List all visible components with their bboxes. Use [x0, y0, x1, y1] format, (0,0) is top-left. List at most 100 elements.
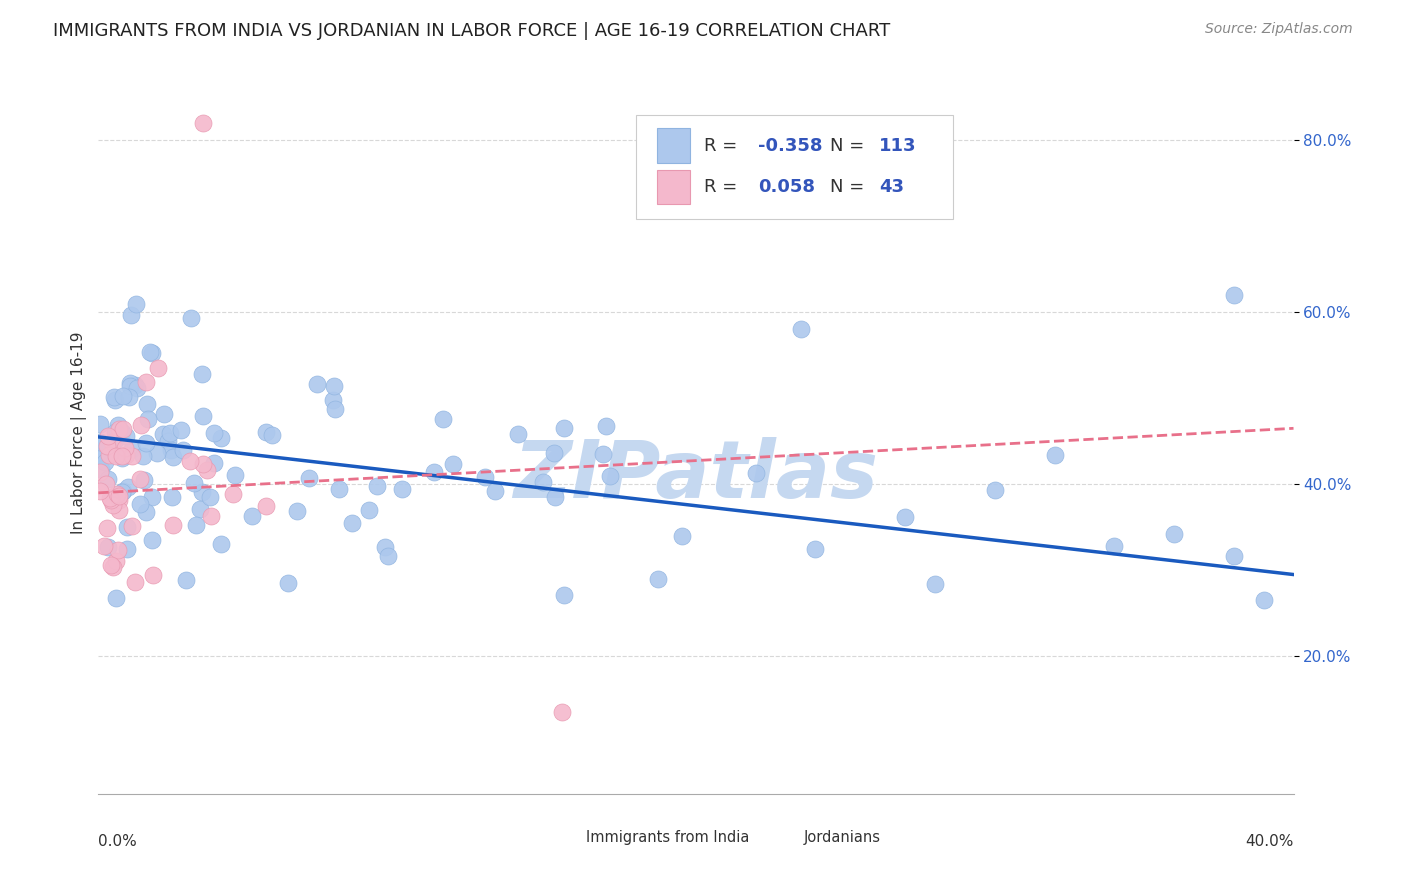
FancyBboxPatch shape — [637, 115, 953, 219]
Point — [1043, 448, 1066, 462]
Point — [595, 418, 617, 433]
Point — [222, 487, 245, 501]
Point — [124, 575, 146, 590]
FancyBboxPatch shape — [657, 169, 690, 204]
Point — [111, 389, 134, 403]
Point — [186, 518, 208, 533]
Point — [135, 397, 157, 411]
Point — [204, 456, 226, 470]
Point — [111, 450, 134, 464]
Point — [124, 377, 146, 392]
Point — [135, 436, 157, 450]
Point — [305, 376, 328, 391]
Point — [96, 521, 118, 535]
Point — [647, 573, 669, 587]
Point — [1104, 539, 1126, 553]
Point — [117, 480, 139, 494]
Point — [423, 466, 446, 480]
Point — [254, 500, 277, 514]
FancyBboxPatch shape — [770, 824, 796, 850]
Point — [101, 560, 124, 574]
Point — [141, 533, 163, 548]
Point — [111, 425, 134, 439]
Point — [97, 429, 120, 443]
Point — [96, 476, 118, 491]
Point — [100, 491, 122, 505]
Point — [599, 469, 621, 483]
Point — [553, 420, 575, 434]
Point — [894, 510, 917, 524]
Point — [432, 411, 454, 425]
Point — [298, 471, 321, 485]
Point — [193, 409, 215, 423]
Text: Source: ZipAtlas.com: Source: ZipAtlas.com — [1205, 22, 1353, 37]
Point — [135, 376, 157, 390]
Point — [159, 443, 181, 458]
Point — [543, 446, 565, 460]
Point — [328, 482, 350, 496]
Point — [671, 529, 693, 543]
Point — [377, 549, 399, 564]
Text: 0.058: 0.058 — [758, 178, 815, 196]
Point — [1163, 527, 1185, 541]
Point — [1223, 549, 1246, 564]
Point — [142, 568, 165, 582]
Point — [789, 322, 811, 336]
Point — [104, 392, 127, 407]
Point — [114, 441, 136, 455]
Point — [103, 390, 125, 404]
Text: N =: N = — [830, 136, 870, 155]
Point — [162, 518, 184, 533]
Point — [91, 449, 114, 463]
Point — [152, 426, 174, 441]
Point — [592, 447, 614, 461]
Point — [1253, 593, 1275, 607]
Point — [188, 502, 211, 516]
Point — [128, 472, 150, 486]
Point — [117, 541, 139, 556]
Point — [136, 412, 159, 426]
Point — [176, 573, 198, 587]
Point — [101, 434, 124, 449]
Point — [91, 444, 114, 458]
Text: -0.358: -0.358 — [758, 136, 823, 155]
Point — [160, 490, 183, 504]
Point — [474, 469, 496, 483]
Point — [132, 449, 155, 463]
Point — [125, 382, 148, 396]
Point — [550, 705, 572, 719]
Point — [105, 487, 128, 501]
Text: 113: 113 — [879, 136, 917, 155]
Point — [531, 475, 554, 490]
Point — [93, 455, 115, 469]
Point — [118, 379, 141, 393]
Point — [157, 434, 180, 449]
Point — [135, 505, 157, 519]
Point — [129, 418, 152, 433]
Point — [141, 346, 163, 360]
Text: N =: N = — [830, 178, 870, 196]
Point — [262, 428, 284, 442]
Point — [129, 497, 152, 511]
Point — [191, 458, 214, 472]
Point — [89, 434, 111, 449]
Point — [179, 454, 201, 468]
Point — [359, 503, 381, 517]
Point — [101, 499, 124, 513]
Point — [100, 558, 122, 572]
Point — [139, 345, 162, 359]
Point — [148, 361, 170, 376]
Point — [111, 485, 134, 500]
Point — [97, 540, 120, 554]
Point — [104, 449, 127, 463]
Point — [242, 508, 264, 523]
Point — [93, 540, 115, 554]
Point — [209, 431, 232, 445]
Point — [374, 540, 396, 554]
Point — [120, 308, 142, 322]
Point — [224, 468, 246, 483]
Point — [183, 475, 205, 490]
Point — [104, 425, 127, 439]
Point — [121, 449, 143, 463]
Point — [984, 483, 1007, 498]
